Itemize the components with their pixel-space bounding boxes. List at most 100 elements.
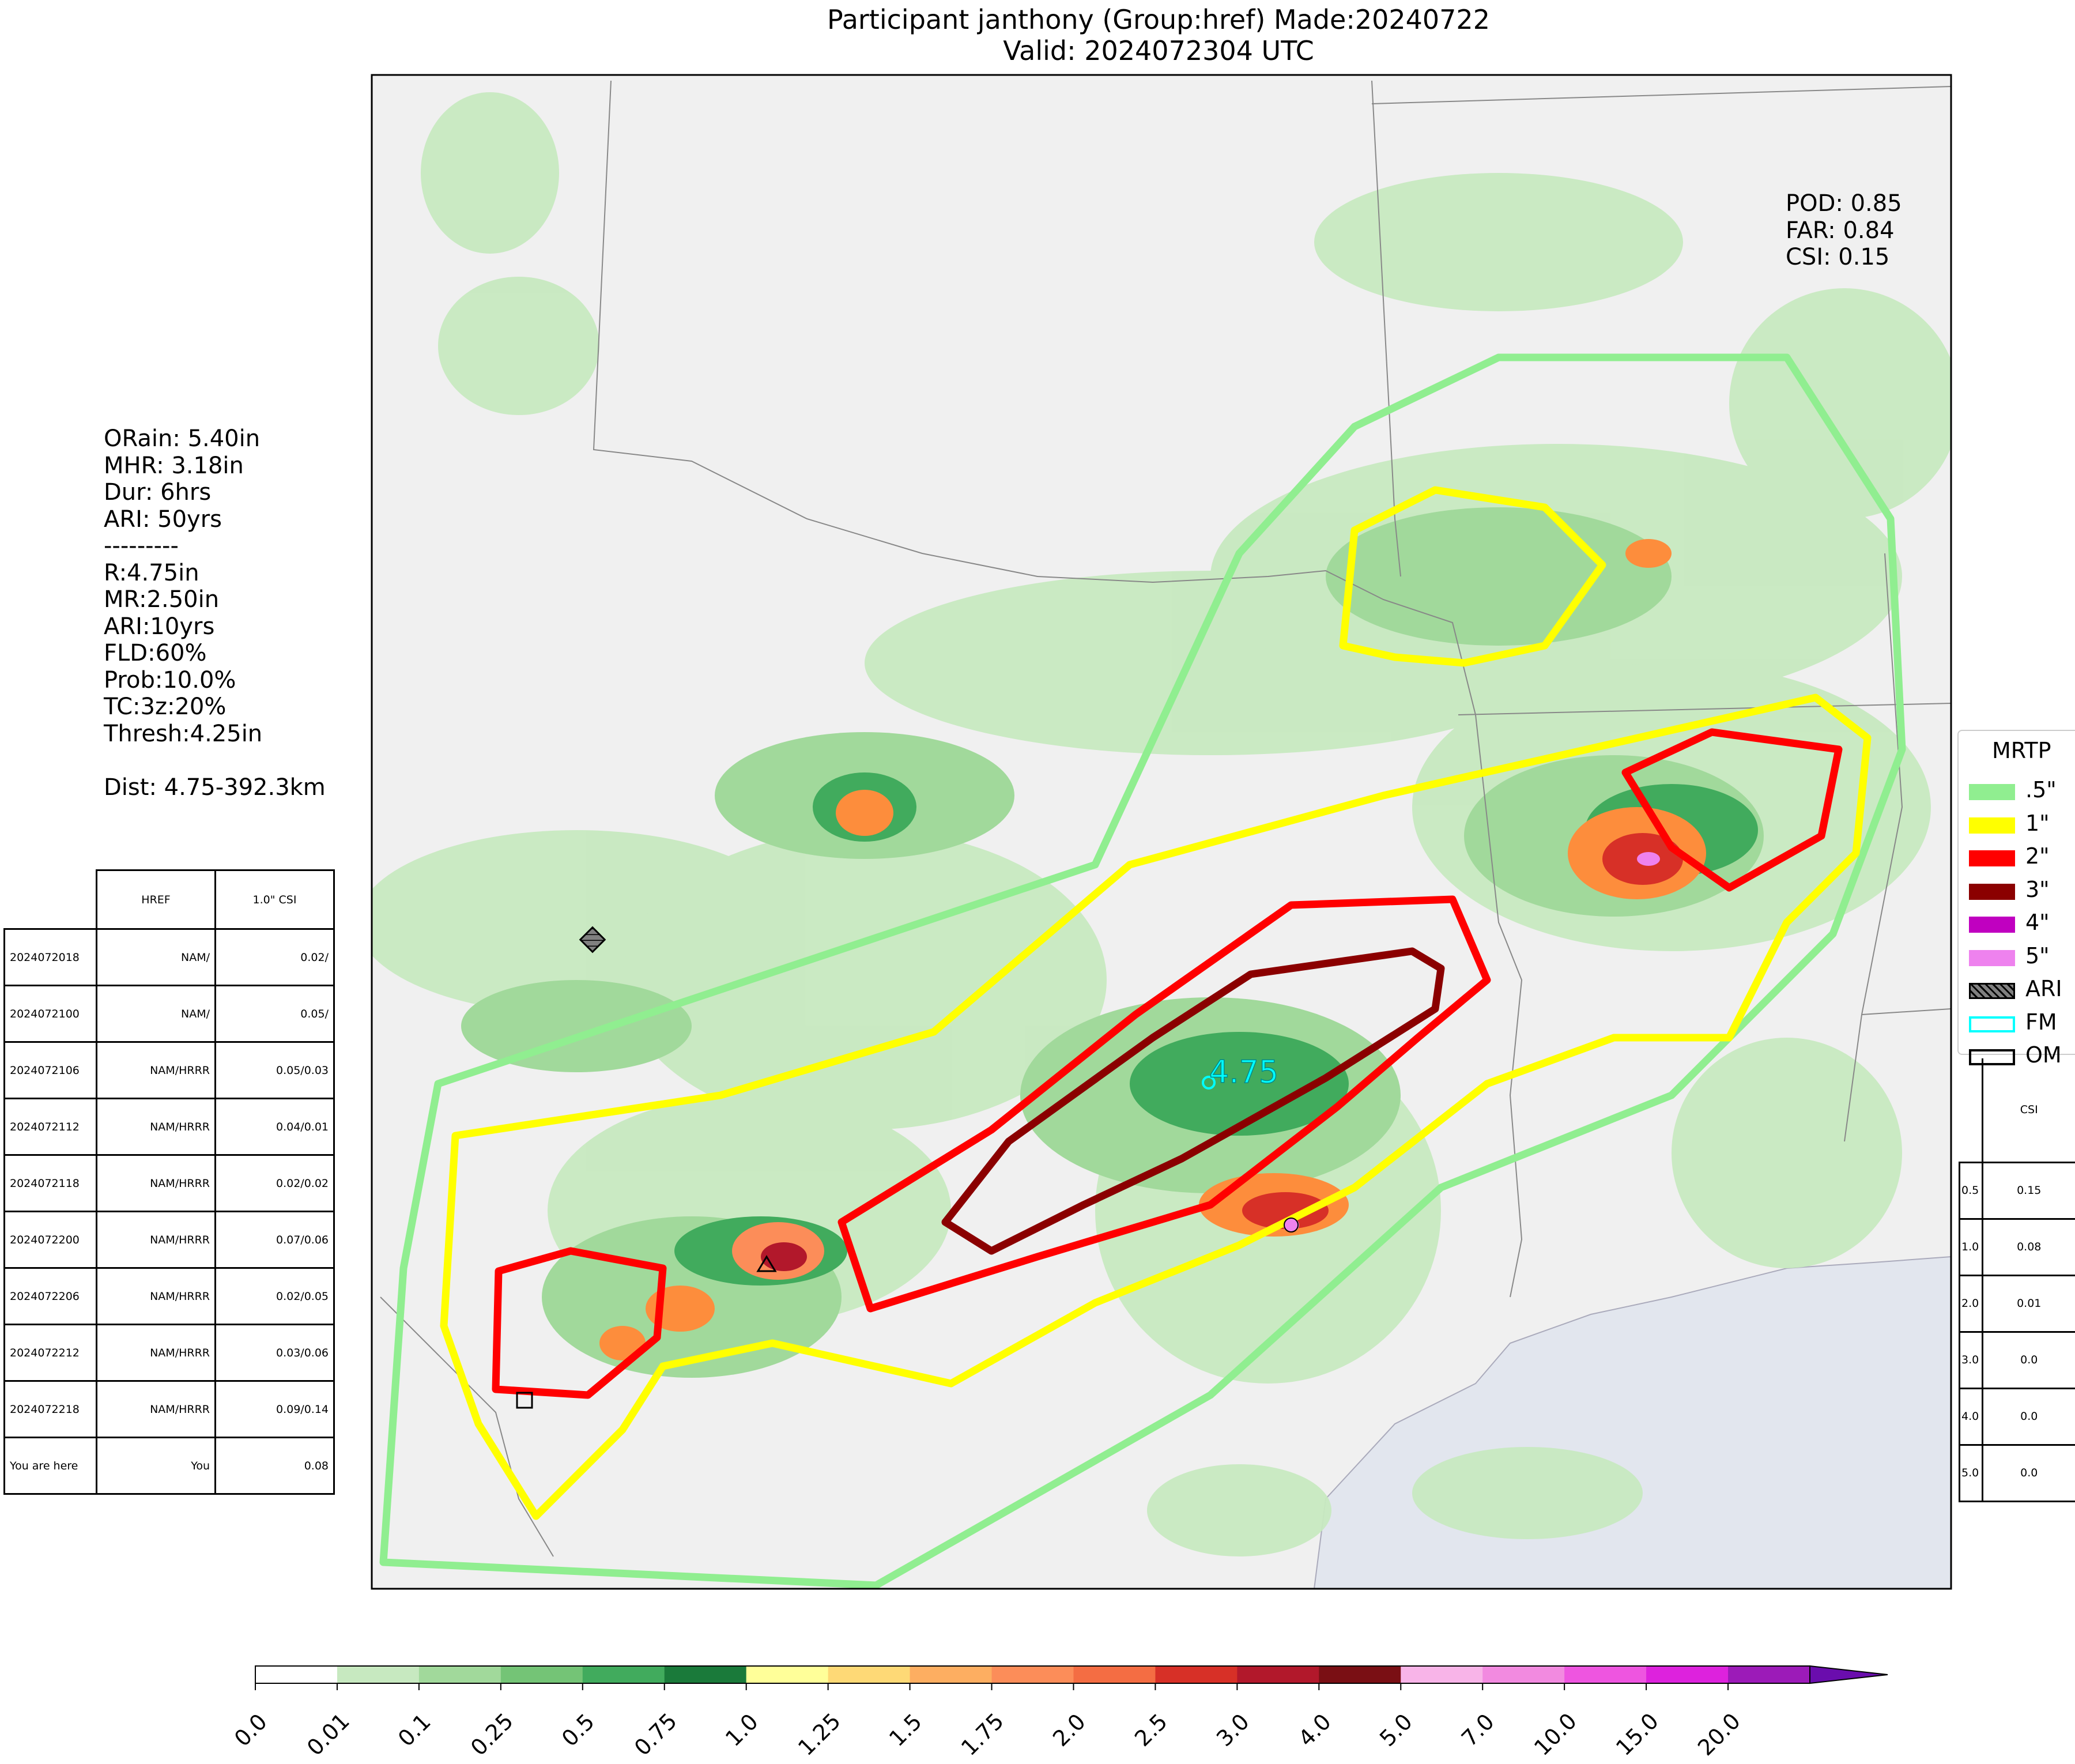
legend-swatch <box>1969 949 2015 966</box>
colorbar-bin <box>1646 1666 1729 1683</box>
colorbar-bin <box>1482 1666 1565 1683</box>
colorbar-bin <box>1237 1666 1319 1683</box>
colorbar-bin <box>255 1666 338 1683</box>
table-row: 2024072118 NAM/HRRR 0.02/0.02 <box>3 1154 335 1212</box>
verification-scores: POD: 0.85 FAR: 0.84 CSI: 0.15 <box>1786 190 1902 271</box>
title-line-1: Participant janthony (Group:href) Made:2… <box>827 4 1490 35</box>
csi-threshold-table: CSI 0.5 0.15 1.0 0.08 2.0 0.01 3.0 0.0 4.0 0.0 5.0 0… <box>1959 1058 2075 1502</box>
max-point-marker <box>1284 1218 1299 1232</box>
stats-line: Dist: 4.75-392.3km <box>104 774 326 801</box>
table-cell: NAM/HRRR <box>96 1324 216 1382</box>
csi-score: CSI: 0.15 <box>1786 244 1890 270</box>
legend-swatch <box>1969 883 2015 900</box>
table-row: 2024072212 NAM/HRRR 0.03/0.06 <box>3 1324 335 1382</box>
colorbar-bin <box>582 1666 665 1683</box>
table-row: 1.0 0.08 <box>1959 1218 2075 1276</box>
table-cell: 2024072200 <box>3 1211 97 1269</box>
colorbar-bin <box>828 1666 911 1683</box>
stats-line <box>104 747 326 774</box>
colorbar <box>255 1665 1888 1690</box>
far-score: FAR: 0.84 <box>1786 217 1895 244</box>
table-row: You are here You 0.08 <box>3 1437 335 1495</box>
legend-label: .5" <box>2025 777 2057 802</box>
legend-swatch <box>1969 1016 2015 1032</box>
table-cell: 0.04/0.01 <box>214 1098 335 1156</box>
table-row: 3.0 0.0 <box>1959 1330 2075 1389</box>
table-cell: 0.07/0.06 <box>214 1211 335 1269</box>
stats-line: R:4.75in <box>104 559 199 586</box>
title-line-2: Valid: 2024072304 UTC <box>1003 35 1314 66</box>
contour-2-in-central <box>837 895 1491 1313</box>
table-cell: NAM/HRRR <box>96 1154 216 1212</box>
colorbar-bin <box>1728 1666 1810 1683</box>
legend-swatch <box>1969 1049 2015 1065</box>
legend-label: 3" <box>2025 876 2050 902</box>
fm-marker <box>1202 1076 1216 1090</box>
csi-value: 0.0 <box>1982 1387 2075 1446</box>
csi-threshold: 3.0 <box>1959 1330 1983 1389</box>
legend-label: 1" <box>2025 810 2050 836</box>
rain-stats-panel: ORain: 5.40in MHR: 3.18in Dur: 6hrs ARI: 50… <box>104 425 326 801</box>
stats-line: MHR: 3.18in <box>104 452 244 479</box>
runs-table-header: HREF <box>96 869 216 930</box>
legend-label: 4" <box>2025 910 2050 935</box>
contour-3-in <box>941 947 1445 1255</box>
stats-line: ORain: 5.40in <box>104 425 261 452</box>
legend-title: MRTP <box>1992 738 2051 763</box>
csi-threshold: 2.0 <box>1959 1274 1983 1333</box>
table-cell: 0.09/0.14 <box>214 1380 335 1438</box>
colorbar-bin <box>418 1666 501 1683</box>
colorbar-bin <box>746 1666 829 1683</box>
stats-line: Prob:10.0% <box>104 666 236 693</box>
colorbar-bin <box>910 1666 993 1683</box>
table-cell: You are here <box>3 1437 97 1495</box>
colorbar-bin <box>500 1666 583 1683</box>
table-row: 2024072018 NAM/0.02/ <box>3 928 335 986</box>
om-marker <box>516 1255 777 1409</box>
legend-swatch <box>1969 917 2015 933</box>
contour-legend: MRTP .5" 1" 2" 3" 4" 5" ARI FM OM <box>1957 730 2075 1068</box>
colorbar-outline <box>255 1665 1810 1684</box>
legend-label: ARI <box>2025 976 2062 1001</box>
table-row: 2024072206 NAM/HRRR 0.02/0.05 <box>3 1267 335 1325</box>
colorbar-bin <box>664 1666 747 1683</box>
csi-threshold: 1.0 <box>1959 1218 1983 1276</box>
table-cell: 0.03/0.06 <box>214 1324 335 1382</box>
table-row: 2024072112 NAM/HRRR 0.04/0.01 <box>3 1098 335 1156</box>
csi-threshold: 4.0 <box>1959 1387 1983 1446</box>
stats-line: --------- <box>104 533 179 559</box>
table-row: 2024072218 NAM/HRRR 0.09/0.14 <box>3 1380 335 1438</box>
contour-2-in-east <box>1621 728 1843 892</box>
table-cell: NAM/HRRR <box>96 1098 216 1156</box>
table-row: 0.5 0.15 <box>1959 1161 2075 1220</box>
table-cell: 0.05/0.03 <box>214 1041 335 1099</box>
map-border <box>371 74 1952 1590</box>
table-row: 2024072100 NAM/0.05/ <box>3 985 335 1043</box>
legend-label: FM <box>2025 1009 2057 1035</box>
stats-line: TC:3z:20% <box>104 693 227 720</box>
table-cell: 2024072106 <box>3 1041 97 1099</box>
table-row: 2024072200 NAM/HRRR 0.07/0.06 <box>3 1211 335 1269</box>
table-cell: 2024072212 <box>3 1324 97 1382</box>
table-cell: 0.05/ <box>214 985 335 1043</box>
table-cell: NAM/HRRR <box>96 1267 216 1325</box>
stats-line: Thresh:4.25in <box>104 720 263 747</box>
legend-swatch <box>1969 850 2015 866</box>
stats-line: ARI:10yrs <box>104 613 215 640</box>
table-cell: NAM/HRRR <box>96 1211 216 1269</box>
stats-line: FLD:60% <box>104 640 207 666</box>
pod-score: POD: 0.85 <box>1786 190 1902 217</box>
model-runs-table: HREF 1.0" CSI 2024072018 NAM/0.02/202407210… <box>3 869 335 1495</box>
table-cell: 2024072100 <box>3 985 97 1043</box>
table-cell: NAM/HRRR <box>96 1041 216 1099</box>
csi-threshold: 5.0 <box>1959 1443 1983 1502</box>
table-cell: NAM/ <box>96 928 216 986</box>
csi-table-header: CSI <box>1982 1058 2075 1163</box>
contour-1-in-south <box>440 693 1872 1520</box>
political-boundaries <box>380 80 1951 1557</box>
legend-swatch <box>1969 817 2015 834</box>
csi-value: 0.0 <box>1982 1443 2075 1502</box>
table-row: 2.0 0.01 <box>1959 1274 2075 1333</box>
table-cell: You <box>96 1437 216 1495</box>
